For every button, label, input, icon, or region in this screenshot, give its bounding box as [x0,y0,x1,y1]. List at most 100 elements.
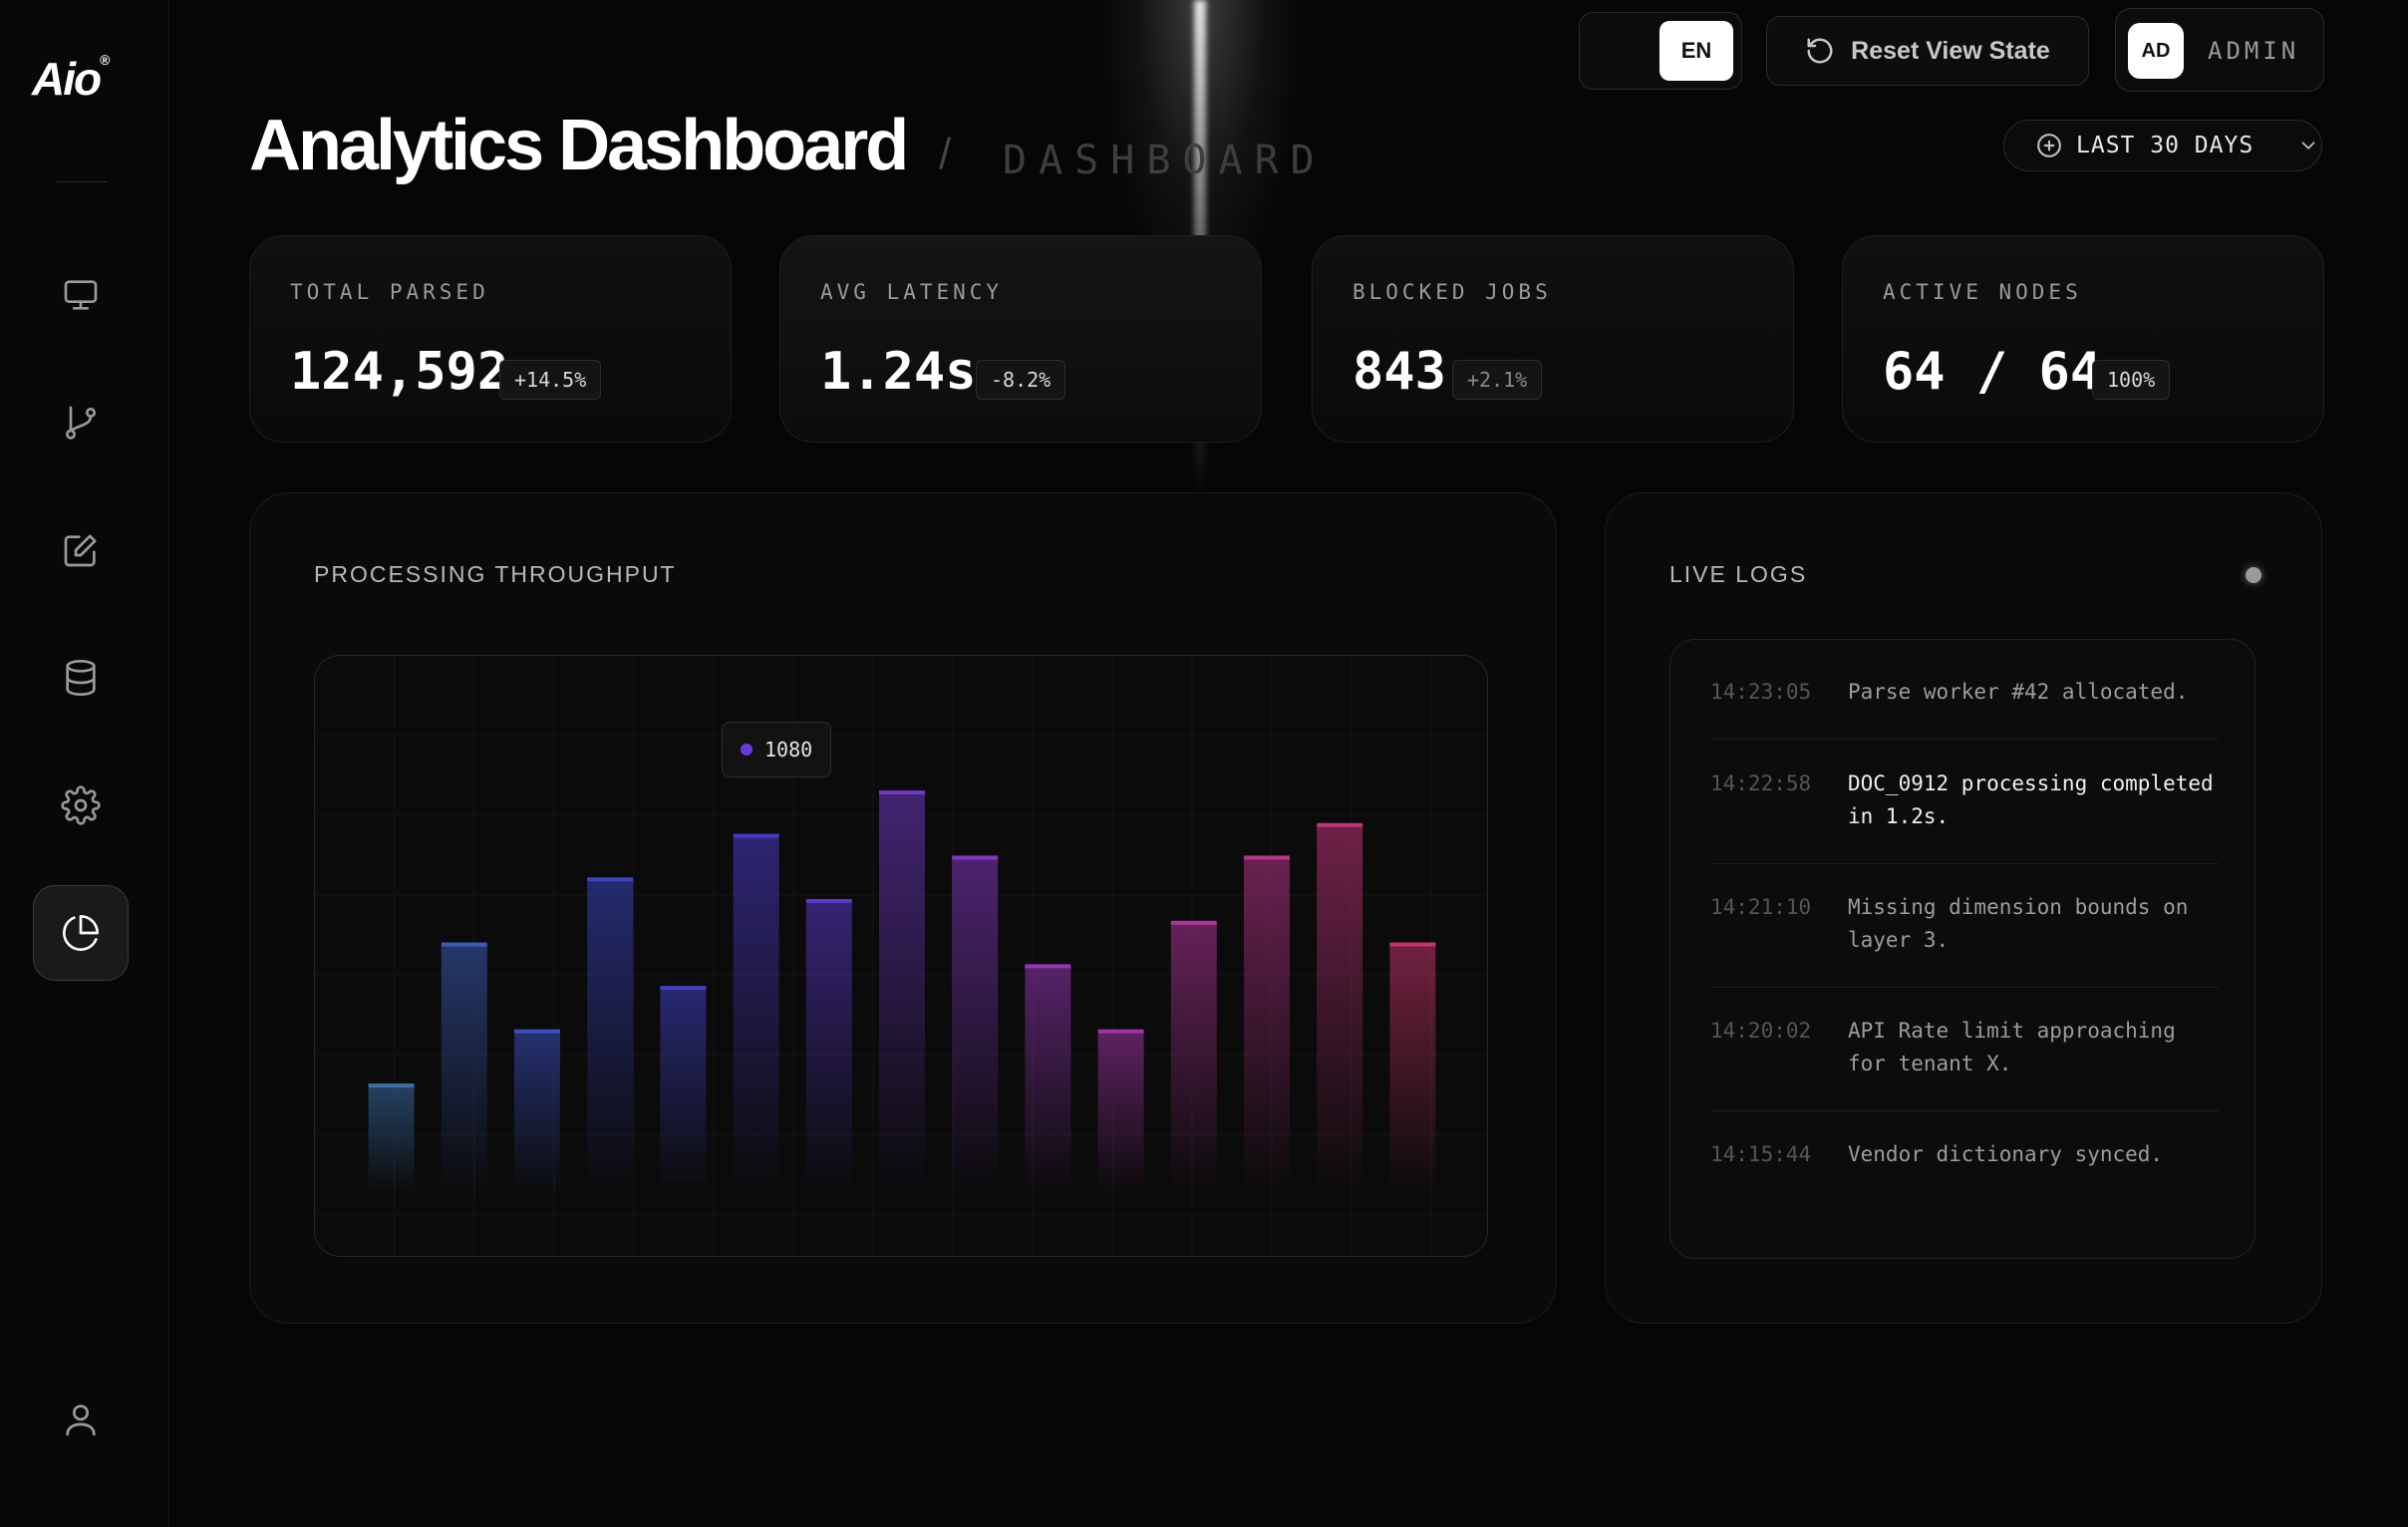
chart-bar[interactable] [1025,964,1071,1194]
breadcrumb[interactable]: DASHBOARD [1003,138,1327,183]
log-message: Missing dimension bounds on layer 3. [1848,895,2189,952]
chart-bar-body [879,792,925,1194]
tooltip-series-dot [741,744,752,756]
chart-bar[interactable] [1097,1029,1144,1194]
chart-bar[interactable] [441,942,487,1194]
chart-bar[interactable] [1389,942,1436,1194]
log-list[interactable]: 14:23:05 Parse worker #42 allocated. 14:22… [1669,639,2256,1259]
chart-bar[interactable] [587,877,634,1194]
sidebar-item-analytics[interactable] [33,885,129,981]
monitor-icon [64,280,98,310]
sidebar-item-branch[interactable] [33,375,129,470]
chart-bar-cap [879,790,925,795]
chart-bar-body [1097,1031,1144,1194]
app-logo[interactable]: Aio® [32,52,111,105]
stat-card-blocked-jobs: BLOCKED JOBS 843 +2.1% [1312,235,1794,443]
chart-bar-body [952,857,999,1194]
log-timestamp: 14:15:44 [1710,1142,1812,1166]
stat-value: 64 / 64 [1883,342,2102,402]
stat-value: 1.24s [820,342,977,402]
date-range-select[interactable]: LAST 30 DAYS [2003,120,2322,171]
chart-bar-cap [733,833,779,838]
chart-bar-body [514,1031,560,1194]
sidebar-item-settings[interactable] [33,758,129,853]
sidebar-item-edit[interactable] [33,502,129,598]
stat-delta-badge: 100% [2092,360,2171,400]
chart-bar[interactable] [805,899,852,1194]
stat-card-total-parsed: TOTAL PARSED 124,592 +14.5% [249,235,732,443]
chart-tooltip: 1080 [722,722,832,777]
chart-bar-cap [1097,1029,1144,1034]
throughput-chart[interactable]: 1080 [314,655,1488,1257]
chart-bar-body [587,879,634,1194]
chart-bar-body [1170,922,1217,1194]
plus-circle-icon [2037,134,2061,157]
log-timestamp: 14:23:05 [1710,680,1812,704]
chart-bar[interactable] [733,833,779,1194]
edit-icon [64,534,97,567]
user-menu[interactable]: AD ADMIN [2115,8,2324,92]
chart-bar-cap [441,942,487,947]
chart-bar-body [441,944,487,1194]
chart-bar-body [1025,966,1071,1194]
throughput-title: PROCESSING THROUGHPUT [314,561,677,587]
chart-bar[interactable] [879,790,925,1194]
chart-bar-body [368,1085,415,1194]
chart-bar-cap [1244,855,1290,860]
gear-icon [61,785,101,825]
sidebar-item-database[interactable] [33,630,129,726]
log-message: Vendor dictionary synced. [1848,1142,2164,1166]
log-timestamp: 14:21:10 [1710,895,1812,919]
chart-bar-cap [514,1029,560,1034]
reset-view-button[interactable]: Reset View State [1766,16,2089,86]
git-branch-icon [65,406,97,440]
chart-bar[interactable] [1317,822,1363,1194]
stat-label: ACTIVE NODES [1883,280,2082,304]
chevron-down-icon [2301,142,2315,150]
database-icon [66,660,96,696]
reset-view-label: Reset View State [1851,36,2050,65]
chart-bar-cap [660,986,707,991]
live-logs-title: LIVE LOGS [1669,561,1808,587]
chart-bar[interactable] [514,1029,560,1194]
chart-bar-cap [805,899,852,903]
date-range-label: LAST 30 DAYS [2076,133,2255,158]
chart-bar-cap [1170,920,1217,925]
sidebar: Aio® [0,0,169,1527]
user-icon [66,1404,96,1436]
stat-value: 124,592 [290,342,509,402]
chart-bar-body [1317,824,1363,1194]
chart-bar[interactable] [660,986,707,1194]
language-option-selected[interactable]: EN [1659,21,1733,81]
log-message: API Rate limit approaching for tenant X. [1848,1019,2176,1075]
log-message: DOC_0912 processing completed in 1.2s. [1848,771,2214,828]
sidebar-item-monitor[interactable] [33,247,129,343]
throughput-panel: PROCESSING THROUGHPUT 1080 [249,492,1557,1324]
chart-bar-cap [1317,822,1363,827]
log-entry: 14:23:05 Parse worker #42 allocated. [1710,676,2219,740]
chart-bar[interactable] [952,855,999,1194]
chart-bar[interactable] [368,1083,415,1194]
log-entry: 14:15:44 Vendor dictionary synced. [1710,1138,2219,1171]
throughput-chart-svg [315,656,1487,1256]
chart-bar-cap [952,855,999,860]
pie-chart-icon [63,915,99,951]
avatar: AD [2128,23,2184,79]
chart-bar[interactable] [1170,920,1217,1194]
log-entry: 14:21:10 Missing dimension bounds on laye… [1710,891,2219,988]
log-entry: 14:22:58 DOC_0912 processing completed in… [1710,767,2219,864]
log-message: Parse worker #42 allocated. [1848,680,2189,704]
reset-icon [1807,38,1833,64]
language-switcher[interactable]: EN [1579,12,1742,90]
stat-label: BLOCKED JOBS [1353,280,1552,304]
live-logs-panel: LIVE LOGS 14:23:05 Parse worker #42 alloc… [1605,492,2322,1324]
breadcrumb-separator: / [939,130,952,178]
stat-label: AVG LATENCY [820,280,1004,304]
log-timestamp: 14:22:58 [1710,771,1812,795]
user-name: ADMIN [2208,37,2300,65]
chart-bar[interactable] [1244,855,1290,1194]
log-entry: 14:20:02 API Rate limit approaching for t… [1710,1015,2219,1111]
stat-delta-badge: -8.2% [976,360,1066,400]
chart-bar-cap [1025,964,1071,969]
sidebar-item-profile[interactable] [33,1372,129,1467]
